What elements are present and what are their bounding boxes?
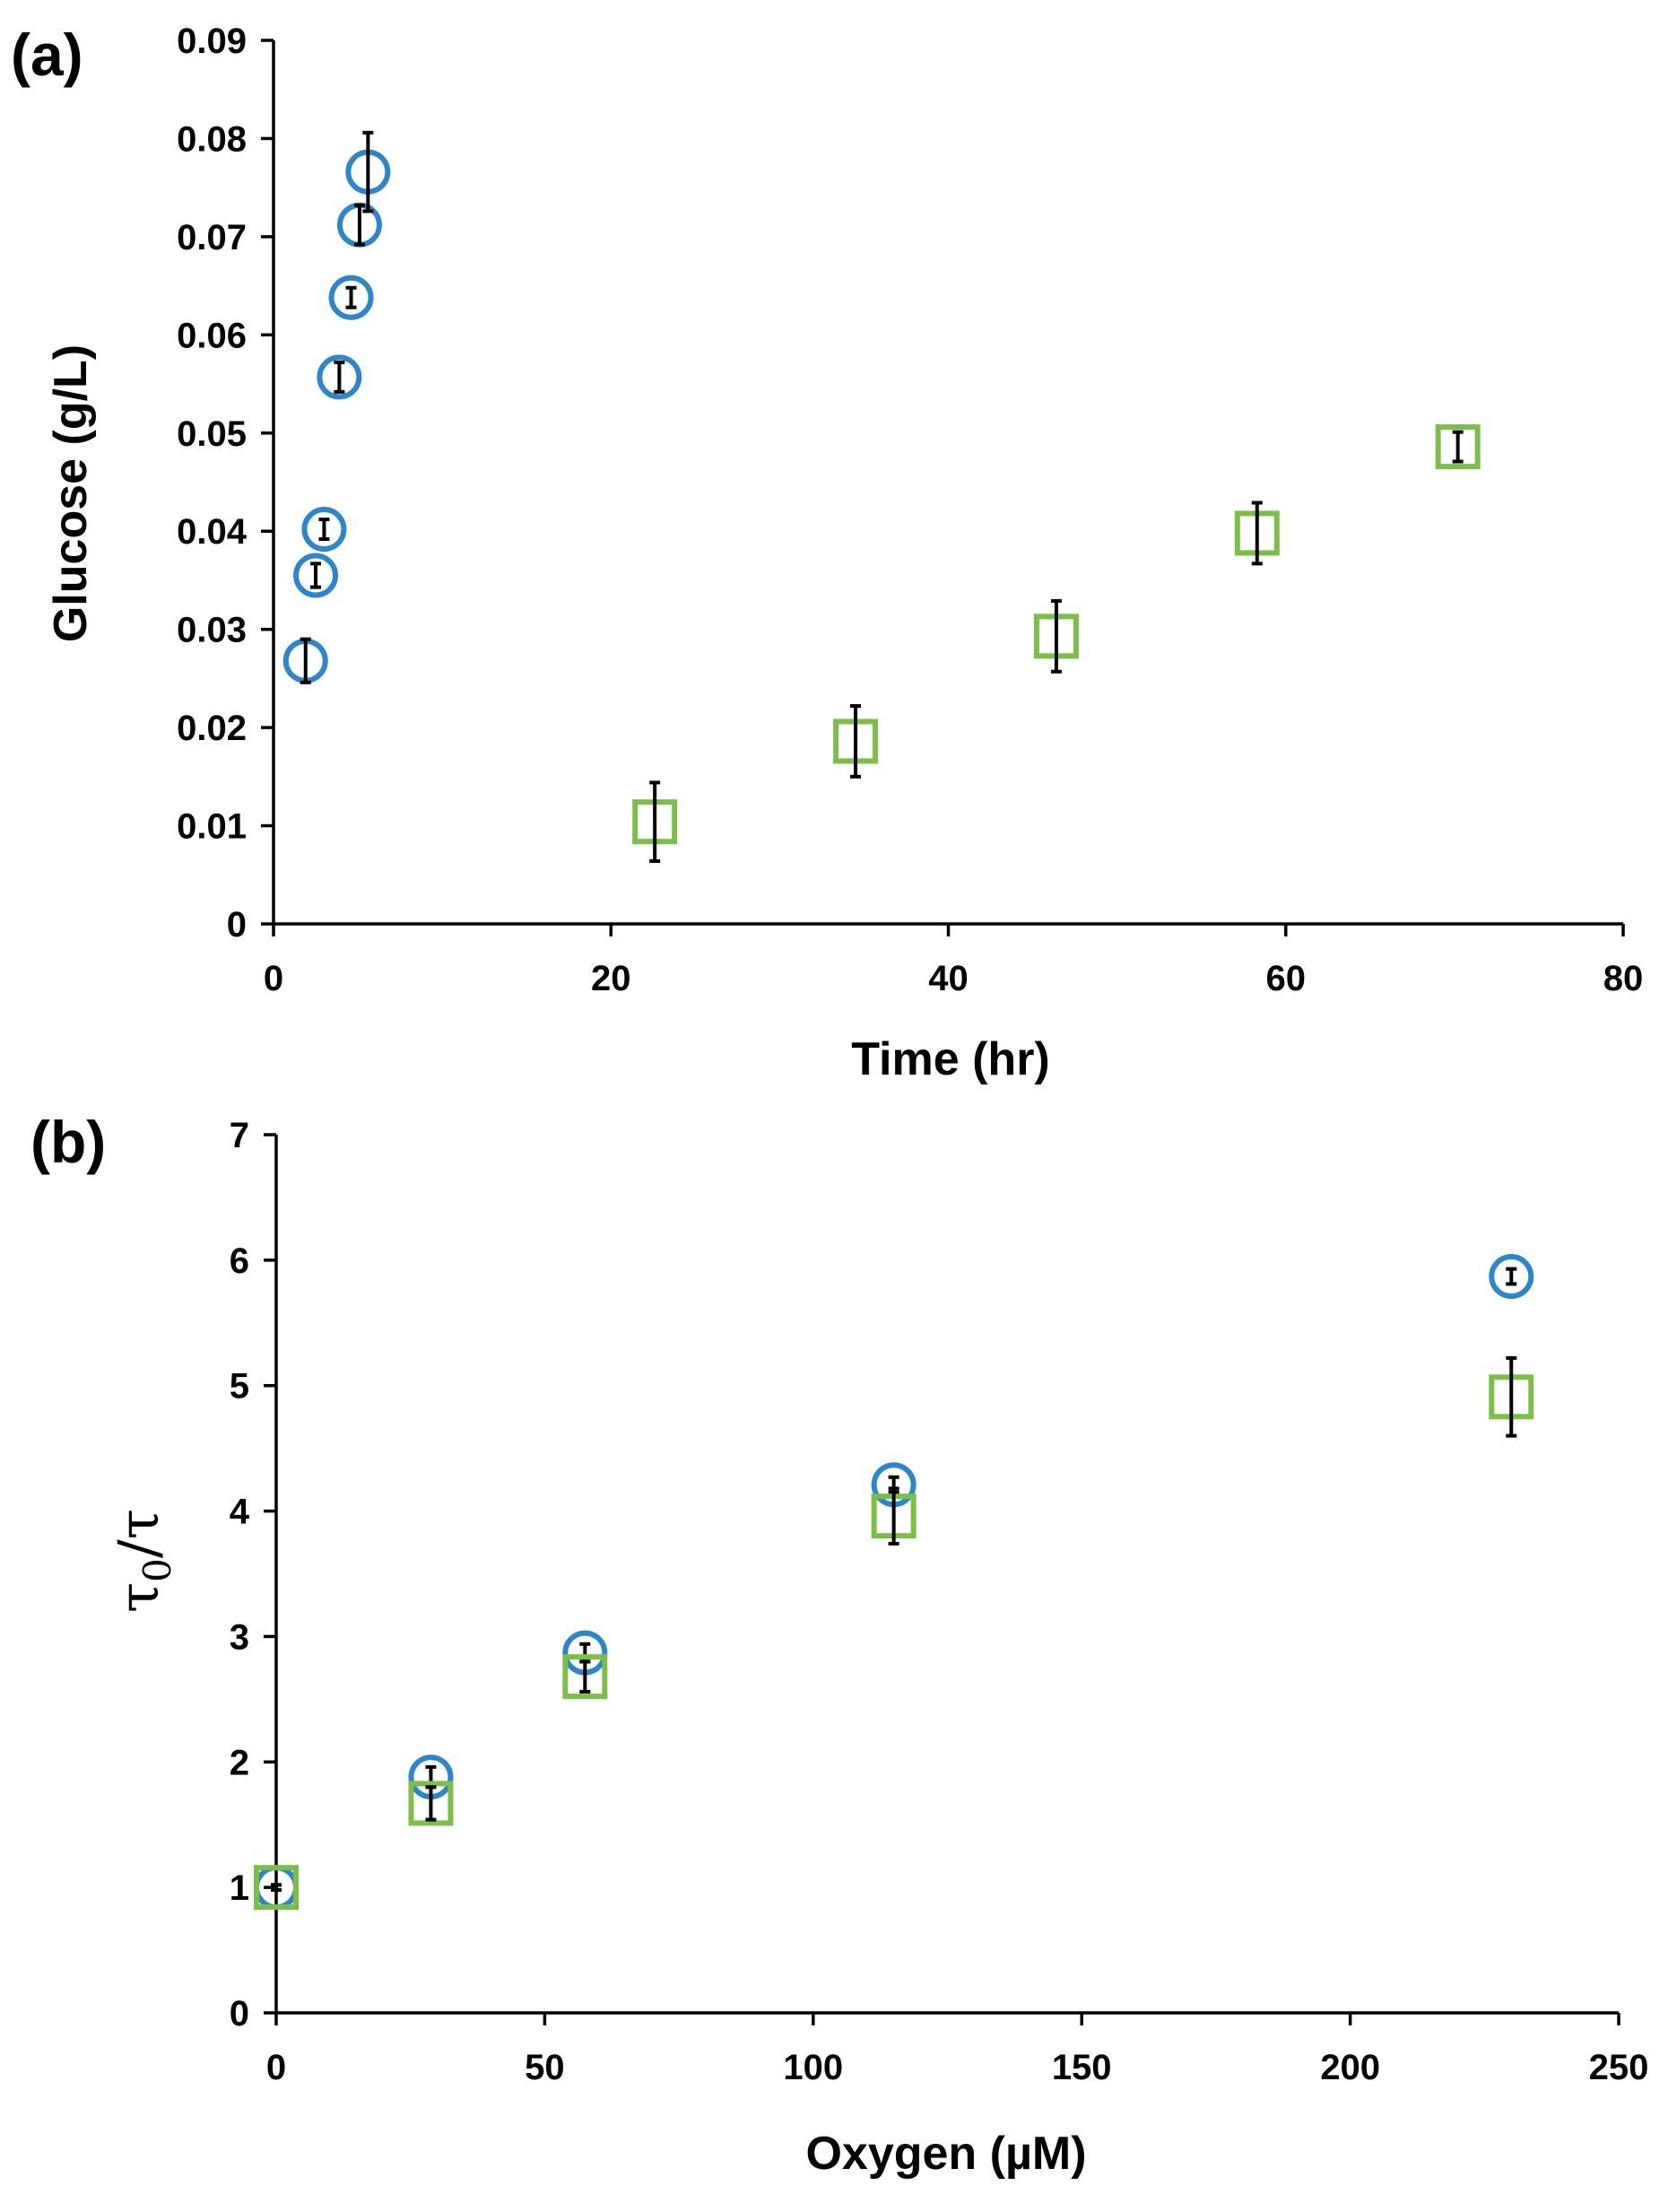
panel-b-data-points [254, 1254, 1534, 1911]
x-tick-label: 0 [266, 2048, 286, 2087]
square-data-point [562, 1654, 608, 1700]
x-tick-label: 40 [928, 959, 969, 998]
y-tick-label: 5 [230, 1367, 249, 1406]
square-data-point [408, 1781, 454, 1826]
y-tick-label: 0.03 [177, 611, 247, 650]
y-tick-label: 0.02 [177, 709, 247, 748]
circle-data-point [301, 507, 347, 553]
circle-data-point [293, 553, 339, 598]
panel-b-chart: (b) 0 1 2 3 4 5 6 7 0 50 100 150 200 250 Oxygen (µM)… [30, 1109, 1648, 2180]
panel-b-x-axis: 0 50 100 150 200 250 [266, 2013, 1649, 2087]
y-tick-label: 0.09 [177, 22, 247, 61]
panel-a-y-axis: 0 0.01 0.02 0.03 0.04 0.05 0.06 0.07 0.08 0.09 [177, 22, 274, 945]
square-data-point [254, 1865, 299, 1911]
y-tick-label: 2 [230, 1743, 249, 1782]
panel-a-label: (a) [11, 22, 83, 88]
y-tick-label: 6 [230, 1241, 249, 1281]
x-tick-label: 150 [1052, 2048, 1112, 2087]
panel-b-x-axis-title: Oxygen (µM) [805, 2128, 1086, 2180]
y-tick-label: 0.08 [177, 119, 247, 159]
y-tick-label: 0.07 [177, 218, 247, 257]
y-tick-label: 0.06 [177, 316, 247, 355]
panel-a-data-points [282, 130, 1481, 863]
y-tick-label: 0.01 [177, 807, 247, 847]
x-tick-label: 50 [525, 2048, 565, 2087]
y-tick-label: 4 [230, 1493, 250, 1532]
panel-b-label: (b) [30, 1109, 106, 1175]
panel-b-y-axis-title: τ0/τ [106, 1509, 179, 1613]
y-tick-label: 0 [230, 1994, 249, 2033]
x-tick-label: 100 [783, 2048, 843, 2087]
y-tick-label: 7 [230, 1116, 249, 1155]
circle-data-point [328, 274, 374, 320]
x-tick-label: 250 [1589, 2048, 1649, 2087]
panel-a-x-axis-title: Time (hr) [851, 1033, 1050, 1085]
y-tick-label: 3 [230, 1617, 249, 1657]
x-tick-label: 60 [1266, 959, 1307, 998]
y-tick-label: 1 [230, 1868, 249, 1908]
y-tick-label: 0.04 [177, 512, 248, 552]
panel-a-x-axis: 0 20 40 60 80 [264, 924, 1643, 998]
y-tick-label: 0 [227, 905, 247, 945]
square-data-point [1435, 424, 1481, 470]
circle-data-point [1489, 1254, 1534, 1300]
panel-a-chart: (a) 0 0.01 0.02 0.03 0.04 0.05 0.06 0.07 0.08 0.0… [11, 22, 1643, 1085]
panel-a-y-axis-title: Glucose (g/L) [45, 344, 97, 642]
x-tick-label: 0 [264, 959, 283, 998]
y-tick-label: 0.05 [177, 414, 247, 454]
x-tick-label: 20 [591, 959, 631, 998]
x-tick-label: 80 [1603, 959, 1644, 998]
x-tick-label: 200 [1320, 2048, 1380, 2087]
circle-data-point [317, 354, 362, 400]
panel-b-y-axis: 0 1 2 3 4 5 6 7 [230, 1116, 276, 2033]
